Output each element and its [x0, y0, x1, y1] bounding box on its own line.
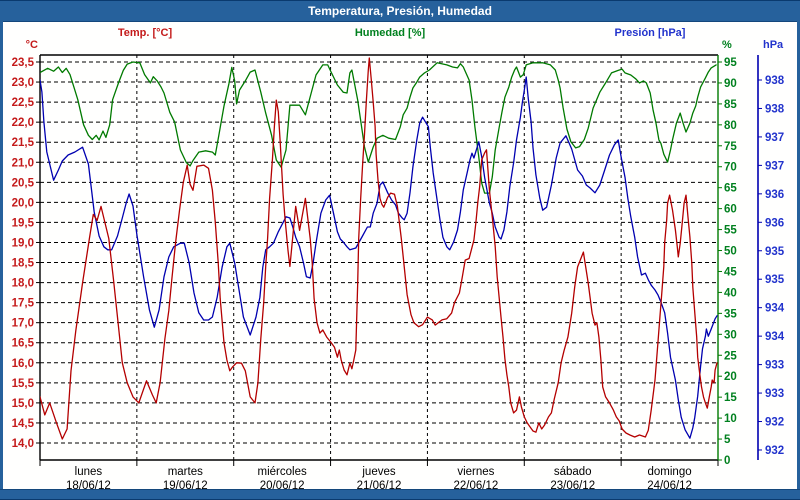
humidity-tick-label: 60	[724, 204, 737, 216]
day-name-label: miércoles	[258, 466, 307, 478]
humidity-tick-label: 55	[724, 225, 737, 237]
humidity-tick-label: 50	[724, 246, 737, 258]
temperature-tick-label: 23,0	[12, 77, 34, 89]
humidity-tick-label: 5	[724, 434, 731, 446]
humidity-tick-label: 85	[724, 99, 737, 111]
day-name-label: sábado	[554, 466, 592, 478]
pressure-tick-label: 937	[765, 132, 784, 144]
pressure-tick-label: 933	[765, 360, 784, 372]
humidity-tick-label: 10	[724, 413, 737, 425]
pressure-tick-label: 936	[765, 189, 784, 201]
day-name-label: martes	[168, 466, 203, 478]
pressure-series	[40, 76, 718, 439]
temperature-tick-label: 15,5	[12, 378, 35, 390]
temperature-tick-label: 20,5	[12, 177, 35, 189]
humidity-tick-label: 70	[724, 162, 737, 174]
humidity-axis-unit: %	[722, 39, 732, 51]
humidity-tick-label: 25	[724, 350, 737, 362]
humidity-tick-label: 80	[724, 120, 737, 132]
legend-temperature: Temp. [°C]	[117, 27, 173, 39]
temperature-tick-label: 16,5	[12, 338, 35, 350]
day-name-label: viernes	[457, 466, 494, 478]
temperature-axis-unit: °C	[25, 39, 38, 51]
pressure-axis: 938 938 937 937 936 936 935 935 934 934 933 933 932 9…	[757, 55, 785, 460]
temperature-tick-label: 19,0	[12, 237, 34, 249]
humidity-series	[40, 61, 717, 194]
pressure-tick-label: 932	[765, 417, 784, 429]
pressure-tick-label: 938	[765, 75, 785, 87]
pressure-axis-unit: hPa	[763, 39, 784, 51]
humidity-tick-label: 15	[724, 392, 737, 404]
humidity-tick-label: 95	[724, 57, 737, 69]
day-name-label: domingo	[648, 466, 692, 478]
temperature-tick-label: 15,0	[12, 398, 34, 410]
legend-pressure: Presión [hPa]	[614, 27, 686, 39]
pressure-tick-label: 936	[765, 217, 784, 229]
temperature-tick-label: 20,0	[12, 197, 34, 209]
legend-humidity: Humedad [%]	[354, 27, 426, 39]
window-title: Temperatura, Presión, Humedad	[308, 4, 492, 18]
day-name-label: jueves	[361, 466, 395, 478]
temperature-tick-label: 21,5	[12, 137, 35, 149]
temperature-tick-label: 14,5	[12, 418, 35, 430]
humidity-tick-label: 35	[724, 308, 737, 320]
temperature-tick-label: 22,5	[12, 97, 35, 109]
humidity-tick-label: 90	[724, 78, 737, 90]
humidity-tick-label: 30	[724, 329, 737, 341]
temperature-tick-label: 23,5	[12, 57, 35, 69]
temperature-tick-label: 18,0	[12, 278, 34, 290]
window-border-left	[0, 20, 3, 500]
pressure-tick-label: 935	[765, 274, 785, 286]
plot-grid: 23,5 23,0 22,5 22,0 21,5 21,0 20,5 20,0 19,5 19,0…	[12, 54, 719, 466]
temperature-tick-label: 18,5	[12, 258, 35, 270]
temperature-series	[40, 57, 718, 440]
window-border-bottom	[0, 489, 800, 500]
temperature-tick-label: 14,0	[12, 438, 34, 450]
temperature-tick-label: 17,0	[12, 318, 34, 330]
humidity-tick-label: 40	[724, 287, 737, 299]
humidity-tick-label: 75	[724, 141, 737, 153]
pressure-tick-label: 934	[765, 303, 785, 315]
pressure-tick-label: 938	[765, 103, 785, 115]
pressure-tick-label: 932	[765, 445, 784, 457]
pressure-tick-label: 935	[765, 246, 785, 258]
pressure-tick-label: 933	[765, 388, 784, 400]
humidity-tick-label: 65	[724, 183, 737, 195]
pressure-tick-label: 934	[765, 331, 785, 343]
window-border-right	[797, 20, 800, 500]
title-bar: Temperatura, Presión, Humedad	[0, 0, 800, 22]
temperature-tick-label: 22,0	[12, 117, 34, 129]
temperature-tick-label: 19,5	[12, 217, 35, 229]
pressure-tick-label: 937	[765, 160, 784, 172]
temperature-tick-label: 17,5	[12, 298, 35, 310]
humidity-tick-label: 45	[724, 266, 737, 278]
temperature-tick-label: 16,0	[12, 358, 34, 370]
humidity-tick-label: 20	[724, 371, 737, 383]
temperature-tick-label: 21,0	[12, 157, 34, 169]
humidity-tick-label: 0	[724, 455, 730, 467]
day-name-label: lunes	[75, 466, 103, 478]
